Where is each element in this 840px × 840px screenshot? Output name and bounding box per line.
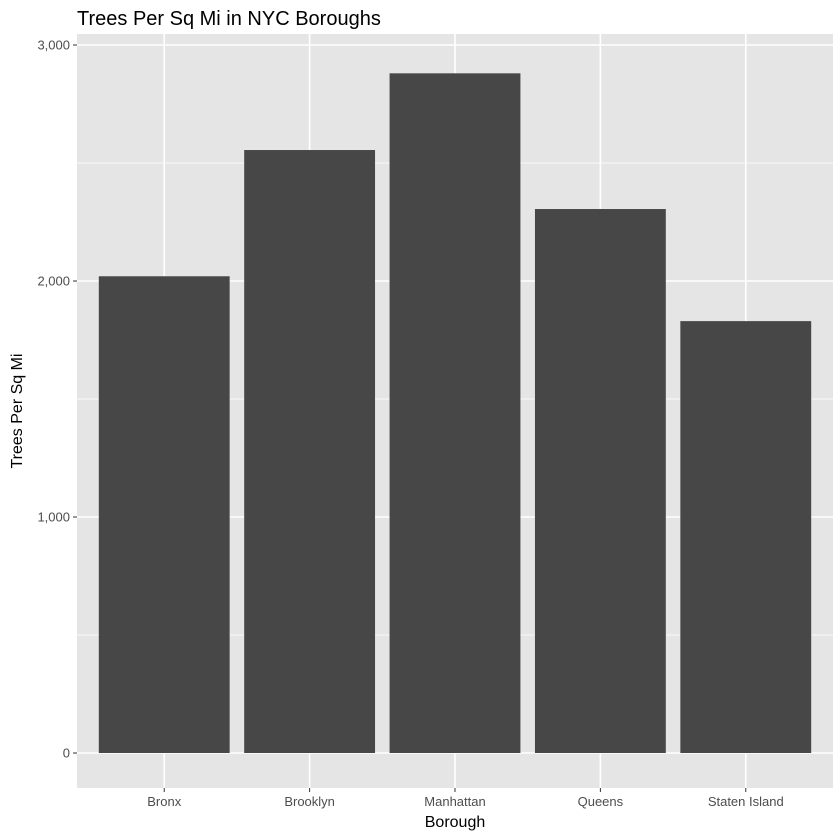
bar-bronx (98, 276, 230, 753)
y-axis-title: Trees Per Sq Mi (9, 354, 26, 469)
bars (98, 73, 812, 753)
x-tick-label: Staten Island (708, 794, 784, 809)
bar-queens (534, 209, 666, 753)
y-axis: 0 1,000 2,000 3,000 (37, 38, 77, 761)
x-axis: Bronx Brooklyn Manhattan Queens Staten Islan… (147, 788, 784, 809)
y-tick-label: 3,000 (37, 38, 70, 53)
y-tick-label: 1,000 (37, 510, 70, 525)
x-tick-label: Brooklyn (284, 794, 335, 809)
y-tick-label: 0 (63, 746, 70, 761)
bar-staten-island (680, 321, 812, 753)
x-axis-title: Borough (425, 814, 486, 831)
x-tick-label: Bronx (147, 794, 181, 809)
bar-brooklyn (244, 150, 376, 753)
chart-title: Trees Per Sq Mi in NYC Boroughs (77, 8, 381, 30)
x-tick-label: Queens (578, 794, 624, 809)
bar-manhattan (389, 73, 521, 753)
y-tick-label: 2,000 (37, 274, 70, 289)
x-tick-label: Manhattan (424, 794, 485, 809)
